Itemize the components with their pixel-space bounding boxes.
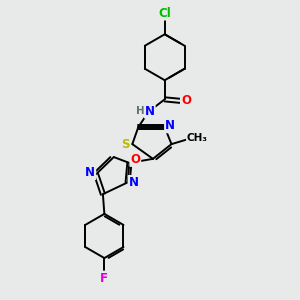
Text: O: O: [130, 153, 140, 166]
Text: Cl: Cl: [158, 7, 171, 20]
Text: S: S: [122, 138, 130, 151]
Text: N: N: [85, 166, 95, 179]
Text: F: F: [100, 272, 108, 285]
Text: O: O: [181, 94, 191, 107]
Text: N: N: [165, 119, 175, 132]
Text: N: N: [128, 176, 139, 189]
Text: N: N: [145, 105, 155, 118]
Text: CH₃: CH₃: [187, 133, 208, 143]
Text: H: H: [136, 106, 145, 116]
